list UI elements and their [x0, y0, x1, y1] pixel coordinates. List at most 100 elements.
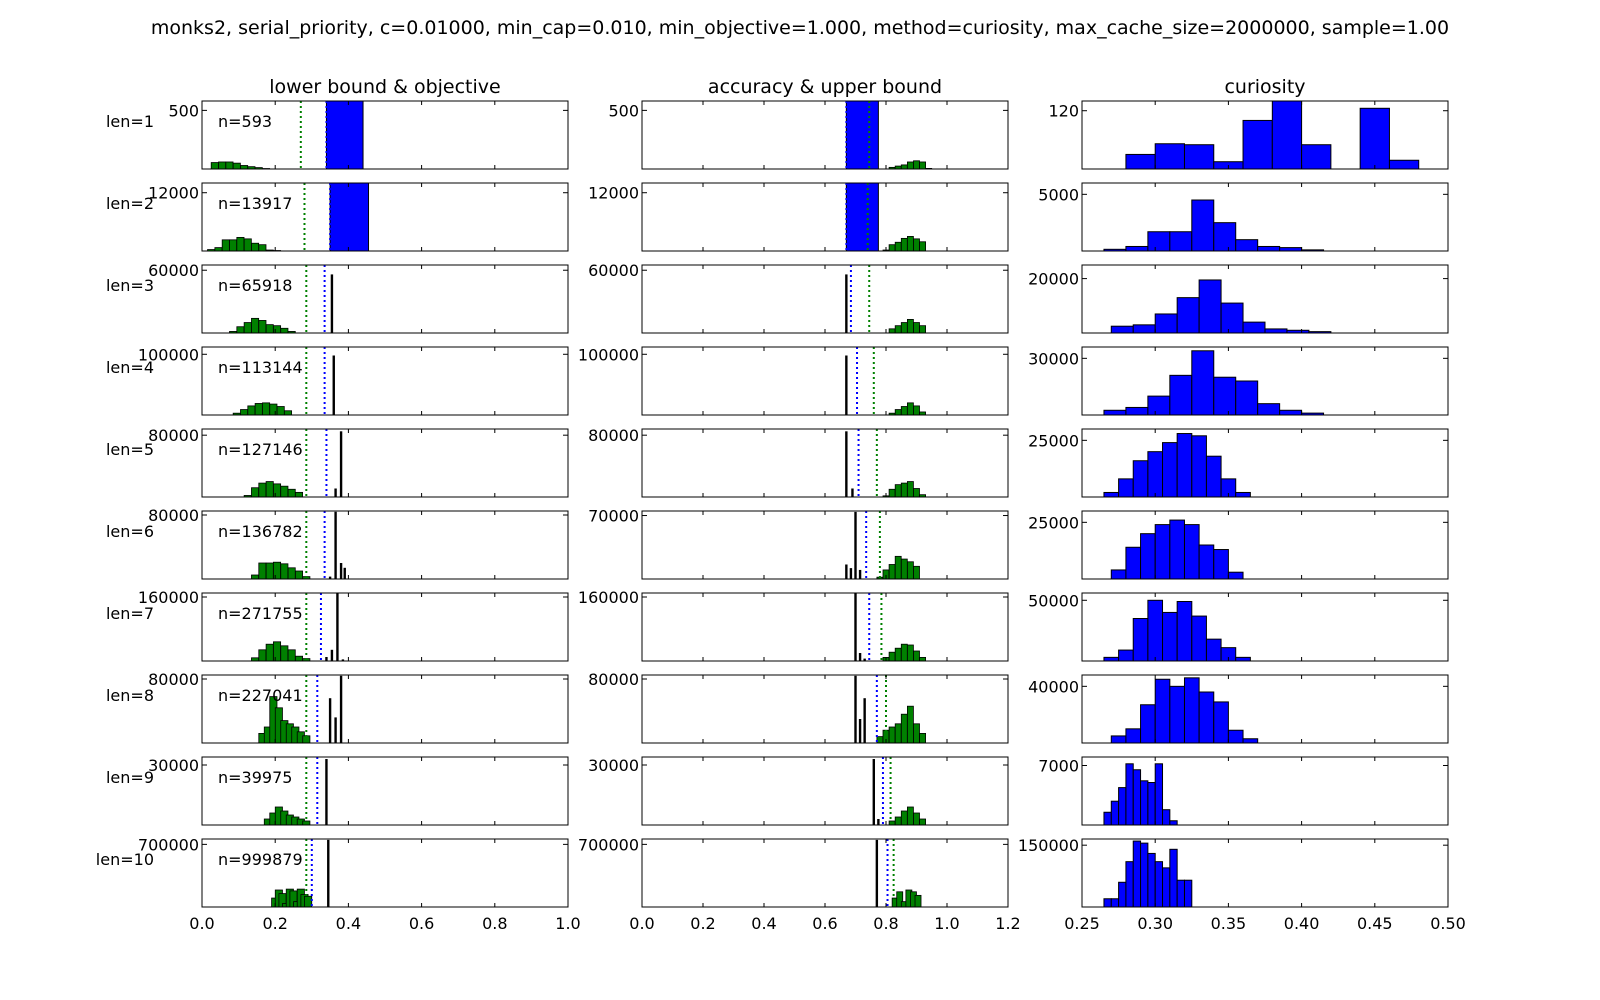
panel-plot-area: [854, 593, 926, 661]
histogram-bar: [896, 891, 904, 907]
histogram-bar: [1103, 898, 1112, 907]
histogram-bar: [919, 325, 926, 333]
x-tick-label: 0.2: [262, 914, 287, 933]
histogram-bar: [236, 236, 245, 251]
histogram-bar: [251, 574, 260, 579]
panel-plot-area: [872, 757, 926, 825]
histogram-bar: [262, 402, 271, 415]
histogram-bar: [1169, 685, 1185, 743]
histogram-bar: [1227, 571, 1244, 579]
histogram-bar: [872, 759, 875, 825]
histogram-bar: [913, 723, 920, 743]
histogram-bar: [1183, 524, 1200, 579]
histogram-bar: [1147, 599, 1164, 661]
histogram-bar: [325, 657, 328, 661]
histogram-bar: [1154, 313, 1178, 333]
histogram-bar: [258, 320, 267, 333]
panel-plot-area: [232, 347, 335, 415]
panel-plot-area: [251, 511, 346, 579]
y-tick-label: 30000: [1028, 349, 1079, 368]
panel-acc: 500: [608, 100, 1009, 170]
histogram-bar: [875, 839, 879, 907]
histogram-bar: [247, 405, 256, 415]
panel-frame: [201, 428, 569, 498]
y-tick-label: 80000: [588, 426, 639, 445]
panel-plot-area: [854, 675, 926, 743]
histogram-bar: [845, 274, 848, 333]
histogram-bar: [1162, 611, 1178, 661]
histogram-bar: [913, 238, 920, 251]
panel-acc: 80000: [588, 670, 1009, 744]
panel-frame: [641, 674, 1009, 744]
histogram-bar: [900, 482, 908, 497]
y-tick-label: 50000: [1028, 591, 1079, 610]
histogram-bar: [1220, 647, 1237, 661]
histogram-bar: [328, 698, 332, 743]
y-tick-label: 120: [1048, 102, 1079, 121]
histogram-bar: [341, 659, 345, 661]
histogram-bar: [919, 411, 926, 415]
histogram-bar: [907, 806, 914, 825]
histogram-bar: [251, 487, 260, 497]
panel-acc: 80000: [588, 426, 1009, 498]
panel-frame: [201, 592, 569, 662]
histogram-bar: [273, 325, 282, 333]
column-title: lower bound & objective: [269, 76, 500, 98]
panel-plot-area: [1103, 350, 1325, 415]
panel-plot-area: [1103, 763, 1178, 825]
histogram-bar: [1169, 374, 1193, 415]
histogram-bar: [1147, 395, 1171, 415]
histogram-bar: [1271, 101, 1303, 169]
n-annotation: n=271755: [218, 604, 303, 623]
panel-frame: [1081, 100, 1449, 170]
histogram-bar: [265, 562, 274, 579]
histogram-bar: [1162, 442, 1178, 497]
histogram-bar: [894, 555, 902, 579]
histogram-bar: [1279, 409, 1303, 415]
histogram-bar: [863, 658, 866, 661]
panel-acc: 160000: [578, 588, 1009, 662]
histogram-bar: [280, 485, 289, 497]
histogram-bar: [265, 643, 274, 661]
histogram-bar: [845, 564, 848, 579]
histogram-bar: [1125, 245, 1149, 251]
histogram-bar: [1132, 618, 1149, 661]
panel-cur: 25000: [1028, 510, 1449, 580]
histogram-bar: [1154, 143, 1185, 169]
histogram-bar: [1110, 898, 1120, 907]
histogram-bar: [265, 324, 274, 333]
x-tick-label: 0.6: [409, 914, 434, 933]
histogram-bar: [1176, 879, 1185, 907]
histogram-bar: [1308, 331, 1332, 333]
histogram-bar: [328, 576, 332, 579]
histogram-bar: [1205, 455, 1222, 497]
histogram-bar: [913, 405, 920, 415]
panel-frame: [201, 100, 569, 170]
histogram-bar: [1147, 231, 1171, 251]
panel-cur: 40000: [1028, 674, 1449, 744]
histogram-bar: [343, 567, 346, 579]
histogram-bar: [1110, 735, 1127, 743]
histogram-bar: [907, 644, 914, 661]
panel-cur: 50000: [1028, 591, 1449, 662]
histogram-bar: [218, 161, 227, 169]
histogram-bar: [1147, 852, 1156, 907]
histogram-bar: [243, 322, 252, 333]
panel-frame: [201, 510, 569, 580]
histogram-bar: [1132, 840, 1142, 907]
histogram-bar: [888, 726, 896, 743]
x-tick-label: 1.0: [934, 914, 959, 933]
y-tick-label: 40000: [1028, 677, 1079, 696]
row-label: len=6: [106, 522, 154, 541]
histogram-bar: [1279, 247, 1303, 251]
histogram-bar: [1154, 678, 1171, 743]
histogram-bar: [1154, 524, 1171, 579]
x-tick-label: 0.50: [1430, 914, 1466, 933]
histogram-bar: [332, 355, 335, 415]
histogram-bar: [1125, 406, 1149, 415]
panel-lb: 12000 n=13917: [148, 182, 569, 252]
n-annotation: n=13917: [218, 194, 292, 213]
histogram-bar: [894, 484, 902, 497]
x-tick-label: 1.2: [995, 914, 1020, 933]
histogram-bar: [1242, 738, 1259, 743]
